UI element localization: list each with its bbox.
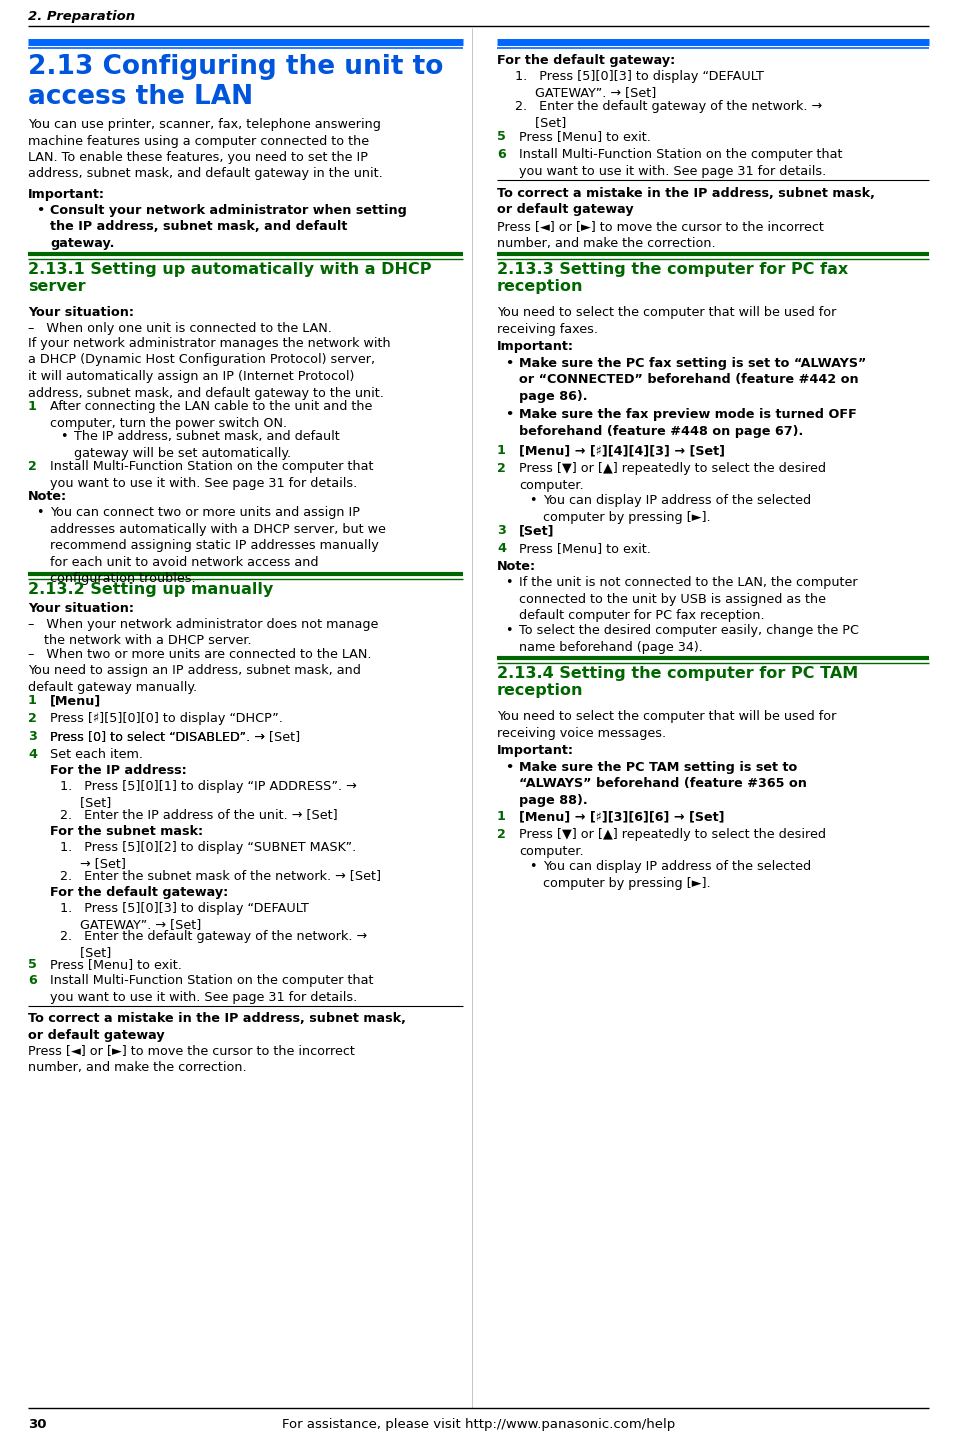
Text: You need to select the computer that will be used for
receiving faxes.: You need to select the computer that wil…	[497, 306, 836, 336]
Text: 1: 1	[497, 444, 506, 457]
Text: •: •	[36, 506, 43, 519]
Text: 1.   Press [5][0][3] to display “DEFAULT
     GATEWAY”. → [Set]: 1. Press [5][0][3] to display “DEFAULT G…	[515, 71, 764, 99]
Text: Make sure the fax preview mode is turned OFF
beforehand (feature #448 on page 67: Make sure the fax preview mode is turned…	[519, 408, 857, 437]
Text: [Menu] → [♯][4][4][3] → [Set]: [Menu] → [♯][4][4][3] → [Set]	[519, 444, 725, 457]
Text: 2.13.4 Setting the computer for PC TAM
reception: 2.13.4 Setting the computer for PC TAM r…	[497, 666, 858, 698]
Text: If your network administrator manages the network with
a DHCP (Dynamic Host Conf: If your network administrator manages th…	[28, 337, 390, 399]
Text: 1: 1	[28, 399, 37, 412]
Text: Press [Menu] to exit.: Press [Menu] to exit.	[50, 957, 182, 970]
Text: •: •	[505, 761, 513, 774]
Text: [Set]: [Set]	[519, 523, 554, 536]
Text: –   When your network administrator does not manage
    the network with a DHCP : – When your network administrator does n…	[28, 619, 378, 647]
Text: Press [◄] or [►] to move the cursor to the incorrect
number, and make the correc: Press [◄] or [►] to move the cursor to t…	[497, 221, 824, 249]
Text: •: •	[505, 575, 513, 588]
Text: 2: 2	[28, 460, 37, 473]
Text: •: •	[505, 408, 513, 421]
Text: Set each item.: Set each item.	[50, 748, 143, 761]
Text: 1: 1	[28, 694, 37, 707]
Text: •: •	[36, 203, 44, 216]
Text: 2.13.3 Setting the computer for PC fax
reception: 2.13.3 Setting the computer for PC fax r…	[497, 262, 848, 294]
Text: •: •	[529, 859, 537, 872]
Text: Make sure the PC fax setting is set to “ALWAYS”
or “CONNECTED” beforehand (featu: Make sure the PC fax setting is set to “…	[519, 358, 866, 402]
Text: 1.   Press [5][0][1] to display “IP ADDRESS”. →
     [Set]: 1. Press [5][0][1] to display “IP ADDRES…	[60, 780, 357, 809]
Text: Important:: Important:	[497, 744, 574, 757]
Text: 6: 6	[28, 973, 36, 986]
Text: Make sure the PC TAM setting is set to
“ALWAYS” beforehand (feature #365 on
page: Make sure the PC TAM setting is set to “…	[519, 761, 807, 808]
Text: –   When only one unit is connected to the LAN.: – When only one unit is connected to the…	[28, 322, 332, 335]
Text: 5: 5	[28, 957, 37, 970]
Text: For the default gateway:: For the default gateway:	[497, 53, 676, 66]
Text: 1: 1	[497, 810, 506, 823]
Text: For the IP address:: For the IP address:	[50, 764, 187, 777]
Text: 4: 4	[28, 748, 37, 761]
Text: Important:: Important:	[497, 340, 574, 353]
Text: Install Multi-Function Station on the computer that
you want to use it with. See: Install Multi-Function Station on the co…	[50, 460, 373, 489]
Text: For the default gateway:: For the default gateway:	[50, 885, 229, 898]
Text: 2.13.1 Setting up automatically with a DHCP
server: 2.13.1 Setting up automatically with a D…	[28, 262, 432, 294]
Text: 5: 5	[497, 130, 506, 143]
Text: Press [0] to select “DISABLED”. → [Set]: Press [0] to select “DISABLED”. → [Set]	[50, 730, 300, 743]
Text: 2: 2	[28, 712, 37, 725]
Text: To select the desired computer easily, change the PC
name beforehand (page 34).: To select the desired computer easily, c…	[519, 624, 859, 653]
Text: 1.   Press [5][0][2] to display “SUBNET MASK”.
     → [Set]: 1. Press [5][0][2] to display “SUBNET MA…	[60, 841, 356, 871]
Text: 2: 2	[497, 461, 506, 474]
Text: 4: 4	[497, 542, 506, 555]
Text: 3: 3	[28, 730, 37, 743]
Text: Install Multi-Function Station on the computer that
you want to use it with. See: Install Multi-Function Station on the co…	[519, 149, 842, 177]
Text: [Menu]: [Menu]	[50, 694, 101, 707]
Text: 2.   Enter the IP address of the unit. → [Set]: 2. Enter the IP address of the unit. → […	[60, 808, 338, 820]
Text: You can connect two or more units and assign IP
addresses automatically with a D: You can connect two or more units and as…	[50, 506, 386, 585]
Text: 30: 30	[28, 1417, 47, 1430]
Text: Press [0] to select “DISABLED”. →: Press [0] to select “DISABLED”. →	[50, 730, 269, 743]
Text: 2.   Enter the default gateway of the network. →
     [Set]: 2. Enter the default gateway of the netw…	[515, 99, 822, 130]
Text: If the unit is not connected to the LAN, the computer
connected to the unit by U: If the unit is not connected to the LAN,…	[519, 575, 857, 622]
Text: For the subnet mask:: For the subnet mask:	[50, 825, 203, 838]
Text: 2: 2	[497, 828, 506, 841]
Text: Press [◄] or [►] to move the cursor to the incorrect
number, and make the correc: Press [◄] or [►] to move the cursor to t…	[28, 1044, 355, 1073]
Text: 2.13.2 Setting up manually: 2.13.2 Setting up manually	[28, 583, 274, 597]
Text: •: •	[505, 624, 513, 637]
Text: 1.   Press [5][0][3] to display “DEFAULT
     GATEWAY”. → [Set]: 1. Press [5][0][3] to display “DEFAULT G…	[60, 903, 309, 932]
Text: Press [♯][5][0][0] to display “DHCP”.: Press [♯][5][0][0] to display “DHCP”.	[50, 712, 283, 725]
Text: To correct a mistake in the IP address, subnet mask,
or default gateway: To correct a mistake in the IP address, …	[28, 1012, 406, 1041]
Text: –   When two or more units are connected to the LAN.: – When two or more units are connected t…	[28, 647, 371, 660]
Text: You need to assign an IP address, subnet mask, and
default gateway manually.: You need to assign an IP address, subnet…	[28, 663, 361, 694]
Text: You can use printer, scanner, fax, telephone answering
machine features using a : You can use printer, scanner, fax, telep…	[28, 118, 383, 180]
Text: You can display IP address of the selected
computer by pressing [►].: You can display IP address of the select…	[543, 495, 812, 523]
Text: 3: 3	[497, 523, 506, 536]
Text: 2. Preparation: 2. Preparation	[28, 10, 135, 23]
Text: Install Multi-Function Station on the computer that
you want to use it with. See: Install Multi-Function Station on the co…	[50, 973, 373, 1004]
Text: [Menu] → [♯][3][6][6] → [Set]: [Menu] → [♯][3][6][6] → [Set]	[519, 810, 724, 823]
Text: •: •	[529, 495, 537, 508]
Text: 2.13 Configuring the unit to
access the LAN: 2.13 Configuring the unit to access the …	[28, 53, 443, 110]
Text: You need to select the computer that will be used for
receiving voice messages.: You need to select the computer that wil…	[497, 709, 836, 740]
Text: 2.   Enter the default gateway of the network. →
     [Set]: 2. Enter the default gateway of the netw…	[60, 930, 367, 959]
Text: Note:: Note:	[28, 490, 67, 503]
Text: You can display IP address of the selected
computer by pressing [►].: You can display IP address of the select…	[543, 859, 812, 890]
Text: 6: 6	[497, 149, 505, 162]
Text: To correct a mistake in the IP address, subnet mask,
or default gateway: To correct a mistake in the IP address, …	[497, 187, 875, 216]
Text: Press [Menu] to exit.: Press [Menu] to exit.	[519, 542, 651, 555]
Text: After connecting the LAN cable to the unit and the
computer, turn the power swit: After connecting the LAN cable to the un…	[50, 399, 372, 430]
Text: Note:: Note:	[497, 559, 536, 572]
Text: Your situation:: Your situation:	[28, 601, 134, 614]
Text: Important:: Important:	[28, 187, 105, 200]
Text: The IP address, subnet mask, and default
gateway will be set automatically.: The IP address, subnet mask, and default…	[74, 430, 340, 460]
Text: •: •	[60, 430, 68, 443]
Text: Your situation:: Your situation:	[28, 306, 134, 319]
Text: Press [▼] or [▲] repeatedly to select the desired
computer.: Press [▼] or [▲] repeatedly to select th…	[519, 461, 826, 492]
Text: 2.   Enter the subnet mask of the network. → [Set]: 2. Enter the subnet mask of the network.…	[60, 870, 381, 883]
Text: •: •	[505, 358, 513, 371]
Text: Consult your network administrator when setting
the IP address, subnet mask, and: Consult your network administrator when …	[50, 203, 407, 249]
Text: Press [Menu] to exit.: Press [Menu] to exit.	[519, 130, 651, 143]
Text: For assistance, please visit http://www.panasonic.com/help: For assistance, please visit http://www.…	[282, 1417, 675, 1430]
Text: Press [▼] or [▲] repeatedly to select the desired
computer.: Press [▼] or [▲] repeatedly to select th…	[519, 828, 826, 858]
